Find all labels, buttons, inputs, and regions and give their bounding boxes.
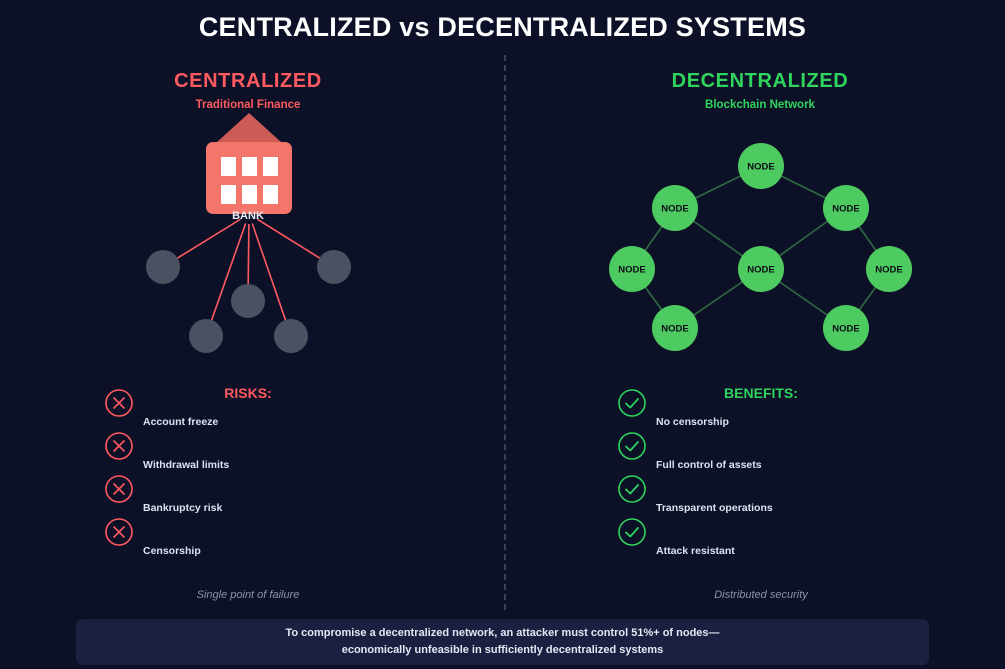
mesh-edge — [845, 268, 890, 329]
mesh-node-label: NODE — [618, 265, 645, 276]
risk-item-label: Account freeze — [143, 416, 219, 428]
spoke-line — [251, 223, 292, 336]
satellite-node — [146, 250, 180, 284]
circle-x-icon — [104, 388, 134, 418]
risk-item-label: Withdrawal limits — [143, 459, 230, 471]
risks-heading: RISKS: — [224, 385, 272, 401]
satellite-node — [274, 319, 308, 353]
decentralized-footnote: Distributed security — [714, 589, 808, 601]
mesh-node-label: NODE — [832, 324, 859, 335]
risk-item-label: Bankruptcy risk — [143, 502, 223, 514]
benefits-heading: BENEFITS: — [724, 385, 798, 401]
mesh-edge — [674, 165, 762, 209]
circle-x-icon — [105, 432, 133, 460]
mesh-node-label: NODE — [747, 265, 774, 276]
mesh-node-label: NODE — [875, 265, 902, 276]
mesh-node-label: NODE — [832, 204, 859, 215]
spoke-line — [247, 223, 250, 301]
circle-x-icon — [105, 475, 133, 503]
spoke-line — [163, 218, 241, 268]
circle-check-icon — [617, 431, 647, 461]
circle-check-icon — [618, 432, 646, 460]
key-insight-banner: To compromise a decentralized network, a… — [76, 619, 929, 665]
circle-x-icon — [105, 389, 133, 417]
circle-x-icon — [104, 474, 134, 504]
mesh-node: NODE — [738, 246, 784, 292]
mesh-node: NODE — [652, 185, 698, 231]
mesh-edge — [760, 207, 847, 270]
satellite-node — [317, 250, 351, 284]
mesh-node: NODE — [609, 246, 655, 292]
mesh-edge — [631, 207, 676, 270]
benefit-item-label: Attack resistant — [656, 545, 735, 557]
mesh-node: NODE — [652, 305, 698, 351]
mesh-nodes: NODE NODE NODE NODE NODE NODE NODE NODE — [609, 143, 912, 351]
circle-check-icon — [617, 474, 647, 504]
spoke-lines — [163, 218, 334, 336]
benefit-item-label: Transparent operations — [656, 502, 773, 514]
mesh-edge — [674, 268, 762, 329]
mesh-node: NODE — [738, 143, 784, 189]
mesh-edge — [674, 207, 762, 270]
bank-building-icon — [206, 113, 292, 214]
spoke-line — [257, 218, 334, 268]
spoke-line — [205, 223, 247, 336]
circle-check-icon — [618, 475, 646, 503]
banner-line-1: To compromise a decentralized network, a… — [285, 627, 720, 639]
satellite-node — [189, 319, 223, 353]
banner-line-2: economically unfeasible in sufficiently … — [341, 644, 664, 656]
circle-check-icon — [617, 517, 647, 547]
mesh-node-label: NODE — [661, 204, 688, 215]
mesh-edge — [760, 268, 847, 329]
mesh-edge — [760, 165, 847, 209]
mesh-node: NODE — [866, 246, 912, 292]
centralized-heading: CENTRALIZED — [174, 70, 322, 92]
circle-x-icon — [105, 518, 133, 546]
satellite-nodes — [146, 250, 351, 353]
circle-check-icon — [618, 389, 646, 417]
mesh-edge — [845, 207, 890, 270]
mesh-node: NODE — [823, 305, 869, 351]
centralized-subheading: Traditional Finance — [195, 99, 301, 111]
column-divider — [504, 55, 506, 610]
circle-check-icon — [618, 518, 646, 546]
bank-label: BANK — [232, 210, 264, 222]
circle-check-icon — [617, 388, 647, 418]
circle-x-icon — [104, 517, 134, 547]
benefit-item-label: No censorship — [656, 416, 729, 428]
mesh-edge — [631, 268, 676, 329]
satellite-node — [231, 284, 265, 318]
risk-item-label: Censorship — [143, 545, 201, 557]
page-title: CENTRALIZED vs DECENTRALIZED SYSTEMS — [198, 12, 807, 42]
circle-x-icon — [104, 431, 134, 461]
decentralized-subheading: Blockchain Network — [705, 99, 815, 111]
mesh-edges — [631, 165, 890, 329]
mesh-node: NODE — [823, 185, 869, 231]
benefit-item-label: Full control of assets — [656, 459, 762, 471]
decentralized-heading: DECENTRALIZED — [671, 70, 849, 92]
mesh-node-label: NODE — [661, 324, 688, 335]
centralized-footnote: Single point of failure — [196, 589, 300, 601]
mesh-node-label: NODE — [747, 162, 774, 173]
